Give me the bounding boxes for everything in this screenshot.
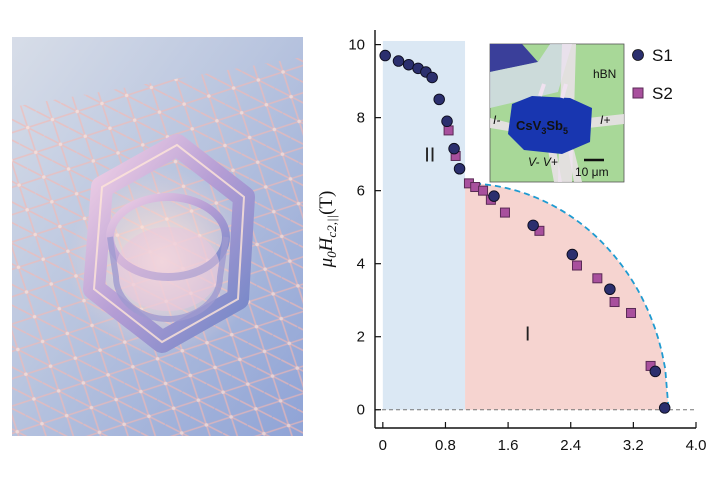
s2-point [609,297,620,308]
s1-point [658,402,671,414]
x-tick-label: 3.2 [623,437,644,454]
svg-text:CsV3Sb5: CsV3Sb5 [516,118,568,136]
s1-point [453,163,466,175]
s1-point [604,283,616,295]
s1-point [649,365,662,378]
s2-point [534,225,545,236]
x-tick-label: 0.8 [435,437,456,454]
inset-i-plus: I+ [600,113,610,127]
x-tick-label: 1.6 [498,437,519,454]
legend: S1 S2 [632,46,673,103]
region-ii-fill [382,40,466,410]
y-tick-label: 6 [357,183,365,200]
s2-point [592,273,603,284]
s1-point [392,55,405,67]
y-tick-label: 0 [357,402,365,419]
s2-point [499,207,510,218]
s1-point [426,71,438,84]
x-tick-label: 2.4 [560,437,581,454]
inset-micrograph: CsV3Sb5 hBN I- I+ V- V+ 10 μm [489,43,625,183]
inset-i-minus: I- [493,113,500,127]
s1-point [448,142,460,155]
y-axis-title: μ0Hc2,||(T) [316,191,339,269]
circular-ring [106,193,230,322]
y-tick-label: 4 [357,256,365,273]
legend-s1-marker [632,49,644,61]
region-i-fill [465,183,669,410]
s1-point [441,115,453,128]
region-i-label: I [525,323,531,345]
kagome-lattice-render [12,37,303,436]
s1-point [566,248,579,261]
s1-point [379,49,391,62]
s2-point [478,185,489,196]
legend-s2-marker [632,87,644,99]
region-ii-label: II [424,144,435,166]
regions: III [382,40,669,410]
axes [374,30,696,429]
hexagon-ring [83,134,255,353]
inset-hbn-label: hBN [593,67,616,81]
y-tick-label: 10 [348,37,365,54]
s2-point [571,260,582,271]
x-tick-label: 4.0 [686,437,707,454]
fit-curve [465,182,670,410]
inset-v-labels: V- V+ [528,155,558,169]
y-tick-label: 8 [357,110,365,127]
y-tick-label: 2 [357,329,365,346]
series-s1 [379,49,671,414]
s2-point [443,125,454,136]
x-ticks: 0 0.8 1.6 2.4 3.2 4.0 [379,422,707,454]
s1-point [433,93,445,106]
y-ticks: 0 2 4 6 8 10 [348,37,381,419]
x-tick-label: 0 [379,437,387,454]
s1-point [488,190,500,202]
inset-scale-label: 10 μm [575,165,609,179]
legend-s2-label: S2 [652,84,673,103]
legend-s1-label: S1 [652,46,673,65]
s1-point [527,219,539,232]
s2-point [626,307,637,318]
